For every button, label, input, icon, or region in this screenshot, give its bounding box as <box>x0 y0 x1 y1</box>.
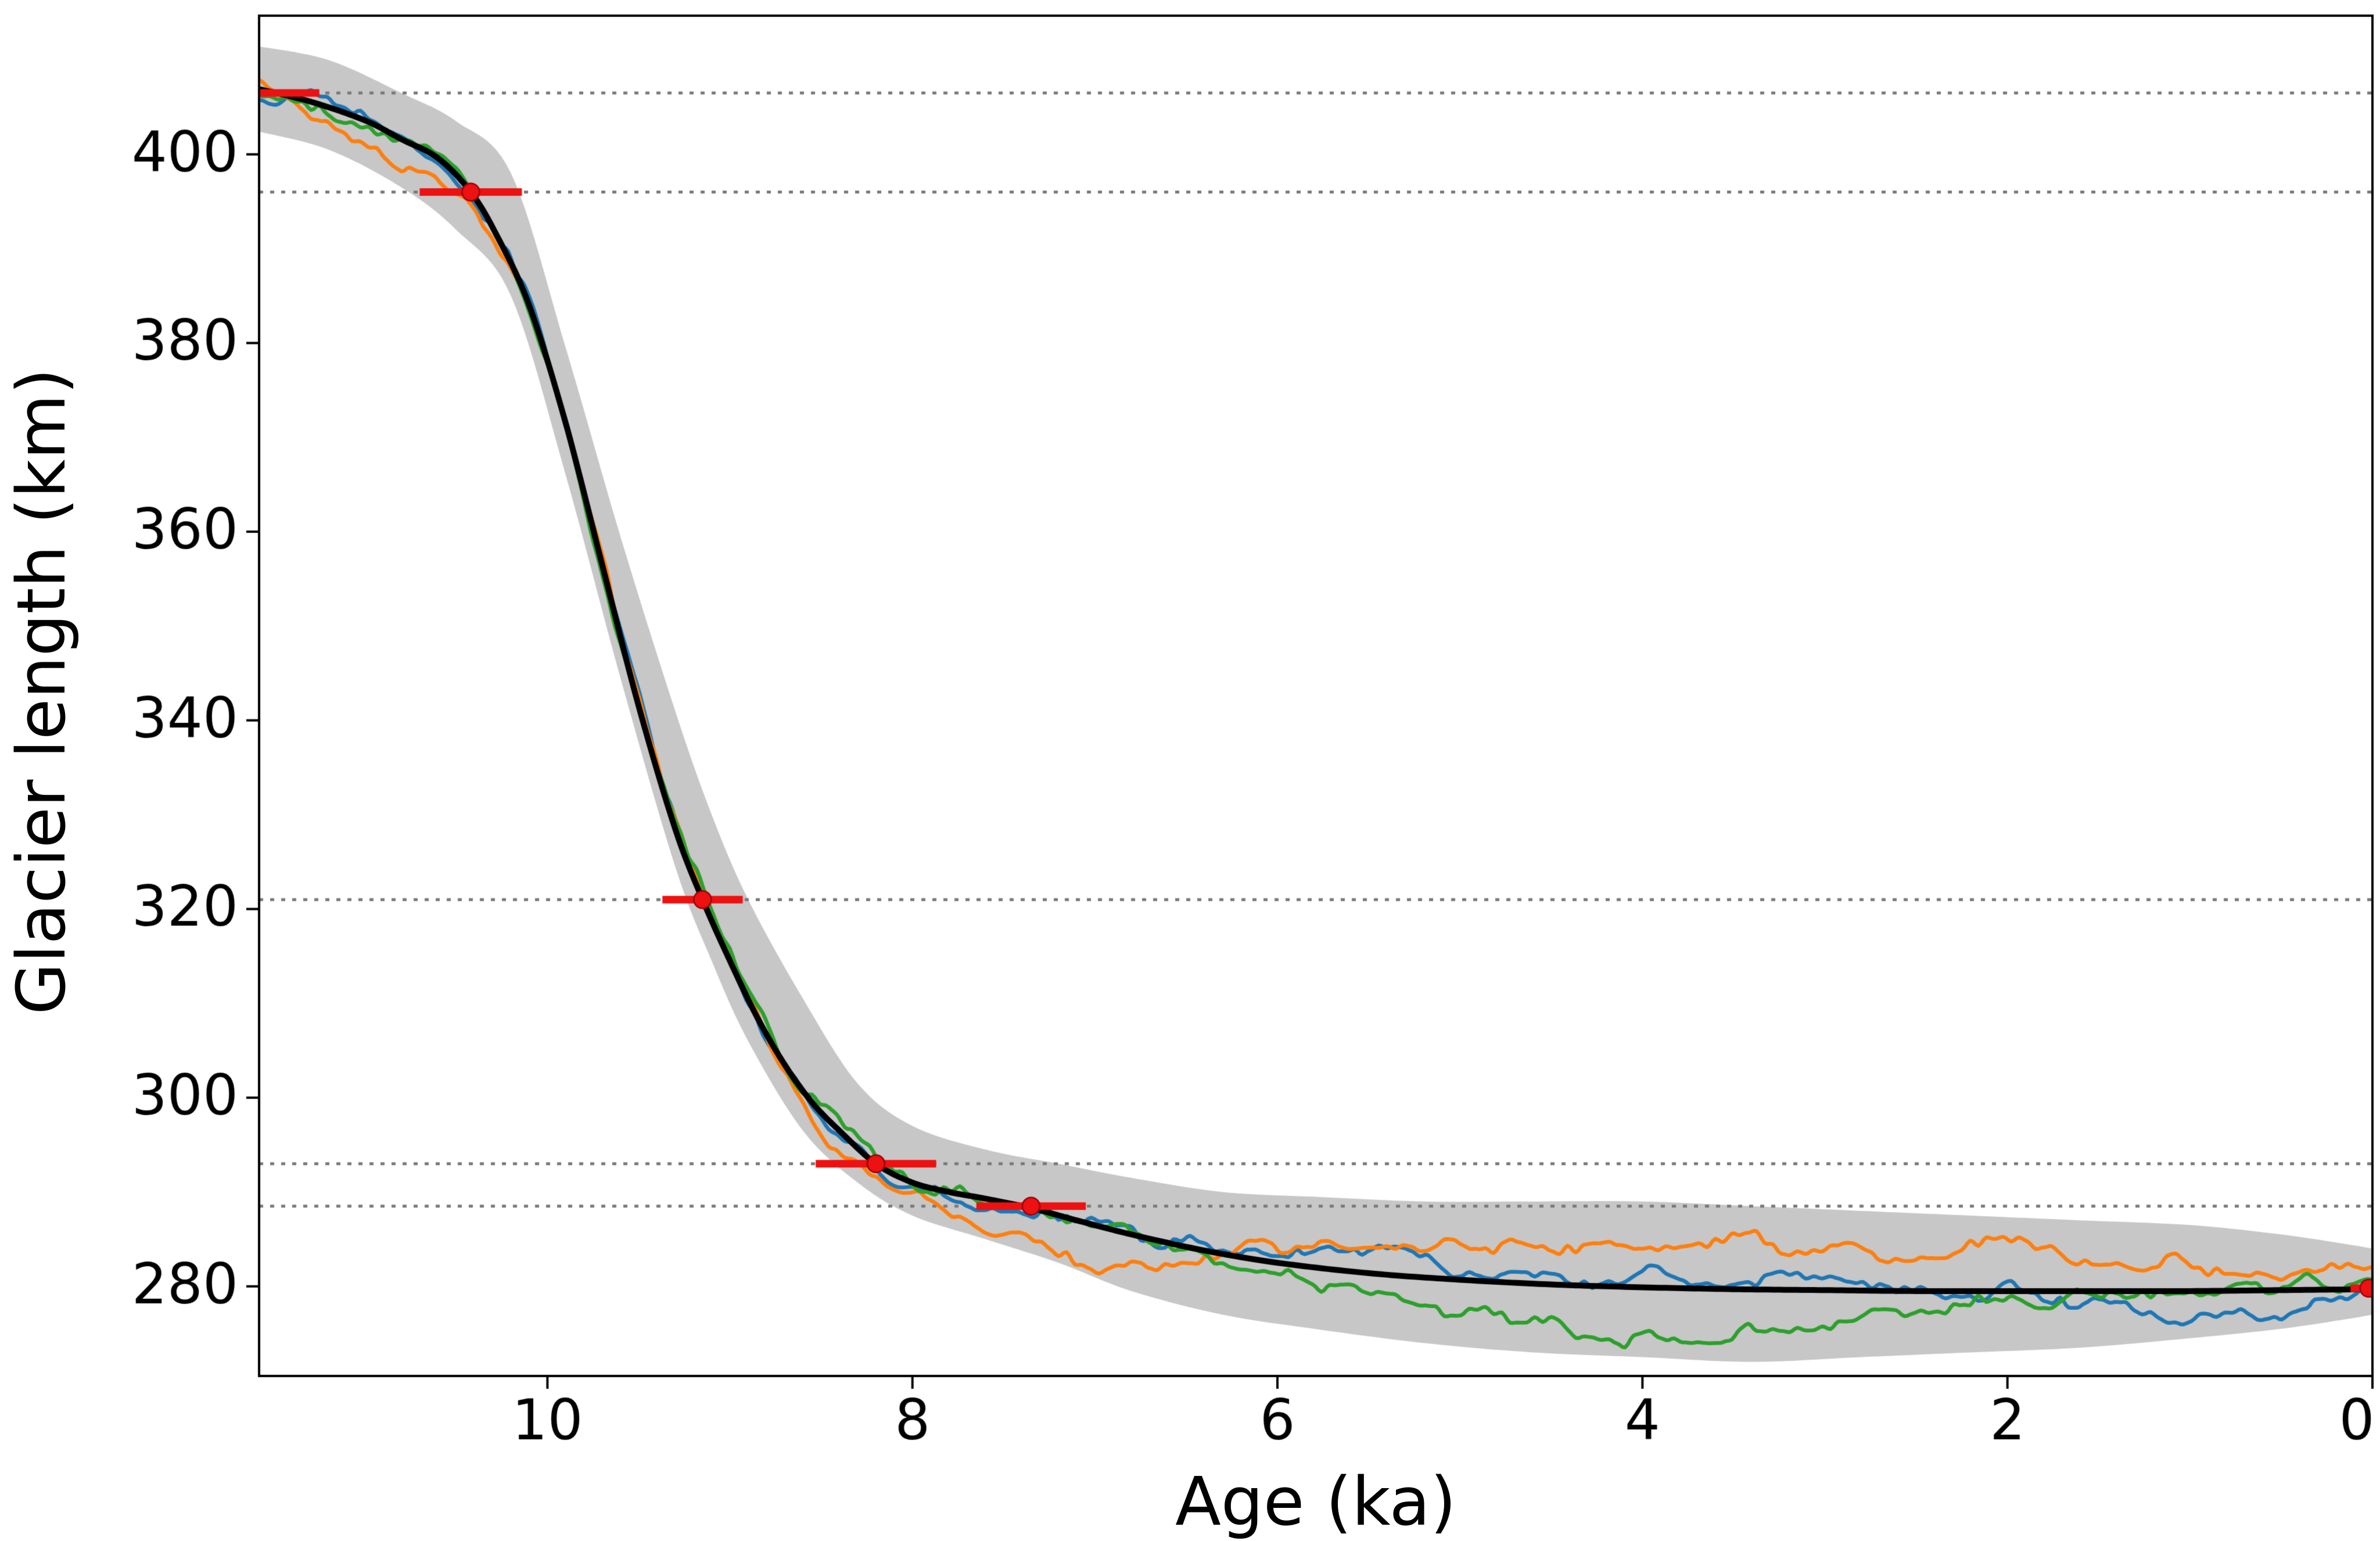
y-axis-label: Glacier length (km) <box>3 368 81 1015</box>
x-axis-label: Age (ka) <box>1175 1463 1456 1541</box>
